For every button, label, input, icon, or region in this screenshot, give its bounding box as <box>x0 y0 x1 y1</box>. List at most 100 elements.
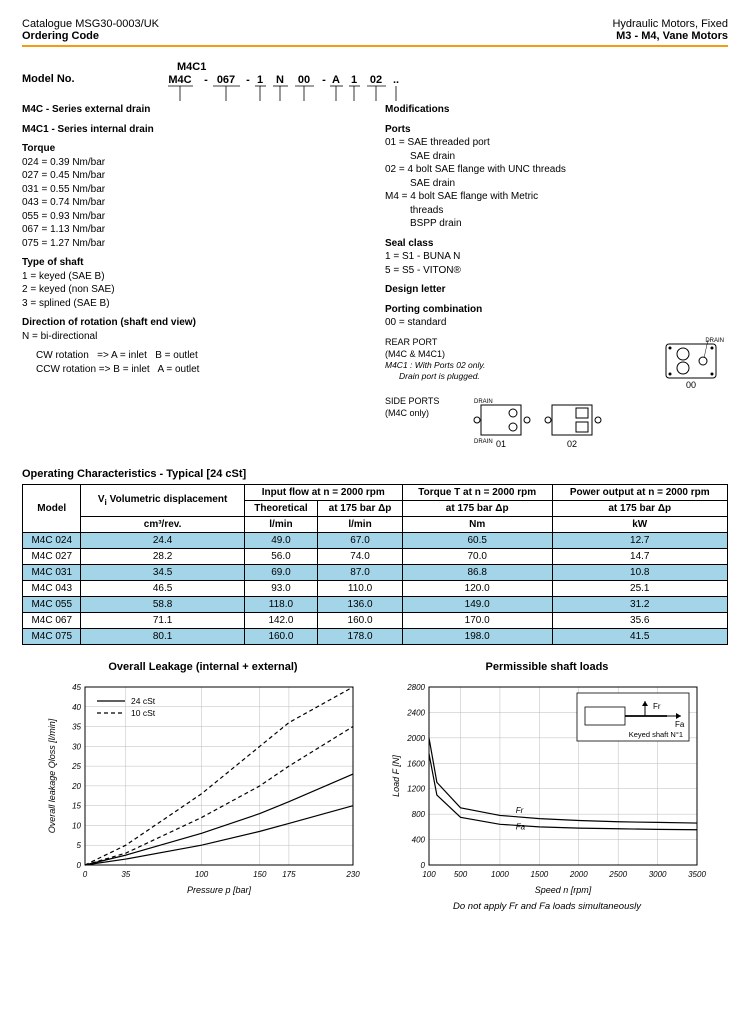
svg-text:3500: 3500 <box>688 870 706 879</box>
svg-text:1600: 1600 <box>407 759 425 768</box>
svg-text:Fr: Fr <box>653 702 661 711</box>
charts-row: Overall Leakage (internal + external) 03… <box>22 661 728 912</box>
svg-text:2000: 2000 <box>569 870 588 879</box>
svg-text:400: 400 <box>412 835 426 844</box>
svg-text:Fa: Fa <box>516 822 526 831</box>
series-int: M4C1 - Series internal drain <box>22 124 154 135</box>
svg-text:..: .. <box>393 74 399 86</box>
table-row: M4C 06771.1142.0160.0170.035.6 <box>23 612 728 628</box>
u-nm: Nm <box>402 516 552 532</box>
catalogue-ref: Catalogue MSG30-0003/UK <box>22 18 159 30</box>
ordering-title: Ordering Code <box>22 30 159 42</box>
svg-text:00: 00 <box>298 74 310 86</box>
svg-text:35: 35 <box>72 722 81 731</box>
svg-text:2500: 2500 <box>608 870 627 879</box>
svg-text:02: 02 <box>370 74 382 86</box>
th-theo: Theoretical <box>244 500 318 516</box>
header-right-1: Hydraulic Motors, Fixed <box>612 18 728 30</box>
side-sub: (M4C only) <box>385 407 465 419</box>
svg-text:N: N <box>276 74 284 86</box>
th-175-3: at 175 bar Δp <box>552 500 727 516</box>
svg-text:0: 0 <box>421 861 426 870</box>
shaft-2: 3 = splined (SAE B) <box>22 297 365 311</box>
svg-text:45: 45 <box>72 683 81 692</box>
table-row: M4C 07580.1160.0178.0198.041.5 <box>23 628 728 644</box>
side-h: SIDE PORTS <box>385 395 465 407</box>
svg-text:2800: 2800 <box>406 683 425 692</box>
ccw: CCW rotation => B = inlet A = outlet <box>36 363 365 377</box>
svg-text:00: 00 <box>686 380 696 390</box>
header-right: Hydraulic Motors, Fixed M3 - M4, Vane Mo… <box>612 18 728 42</box>
shaft-0: 1 = keyed (SAE B) <box>22 270 365 284</box>
table-title: Operating Characteristics - Typical [24 … <box>22 468 728 480</box>
rear-n2: Drain port is plugged. <box>385 371 648 382</box>
svg-text:30: 30 <box>72 742 81 751</box>
svg-text:0: 0 <box>77 861 82 870</box>
table-row: M4C 05558.8118.0136.0149.031.2 <box>23 596 728 612</box>
seal-0: 1 = S1 - BUNA N <box>385 250 728 264</box>
svg-text:10: 10 <box>72 821 81 830</box>
svg-text:Fr: Fr <box>516 805 524 814</box>
divider <box>22 45 728 47</box>
svg-text:1200: 1200 <box>407 784 425 793</box>
svg-text:02: 02 <box>567 439 577 449</box>
page-header: Catalogue MSG30-0003/UK Ordering Code Hy… <box>22 18 728 42</box>
rear-n1: M4C1 : With Ports 02 only. <box>385 360 648 371</box>
torque-6: 075 = 1.27 Nm/bar <box>22 237 365 251</box>
svg-text:100: 100 <box>422 870 436 879</box>
rot: N = bi-directional <box>22 330 365 344</box>
port-02-icon: 02 <box>542 395 607 450</box>
u-kw: kW <box>552 516 727 532</box>
ports-6: BSPP drain <box>385 217 728 231</box>
torque-0: 024 = 0.39 Nm/bar <box>22 156 365 170</box>
svg-text:25: 25 <box>71 762 81 771</box>
rear-sub: (M4C & M4C1) <box>385 348 648 360</box>
chart-leakage: Overall Leakage (internal + external) 03… <box>43 661 363 912</box>
svg-text:3000: 3000 <box>649 870 667 879</box>
svg-text:800: 800 <box>412 810 426 819</box>
left-column: M4C - Series external drain M4C1 - Serie… <box>22 103 365 450</box>
svg-text:1000: 1000 <box>491 870 509 879</box>
svg-text:150: 150 <box>253 870 267 879</box>
torque-2: 031 = 0.55 Nm/bar <box>22 183 365 197</box>
svg-text:1: 1 <box>351 74 357 86</box>
chart2-title: Permissible shaft loads <box>387 661 707 673</box>
svg-text:01: 01 <box>496 439 506 449</box>
shaft-h: Type of shaft <box>22 256 365 270</box>
svg-text:DRAIN: DRAIN <box>705 338 724 344</box>
characteristics-table: Model Vi Volumetric displacement Input f… <box>22 484 728 645</box>
svg-text:067: 067 <box>217 74 235 86</box>
svg-text:DRAIN: DRAIN <box>474 399 493 405</box>
ports-3: SAE drain <box>385 177 728 191</box>
seal-1: 5 = S5 - VITON® <box>385 264 728 278</box>
svg-text:Keyed shaft N°1: Keyed shaft N°1 <box>629 730 683 739</box>
torque-h: Torque <box>22 142 365 156</box>
ports-4: M4 = 4 bolt SAE flange with Metric <box>385 190 728 204</box>
u-lmin-2: l/min <box>318 516 403 532</box>
header-left: Catalogue MSG30-0003/UK Ordering Code <box>22 18 159 42</box>
port-00-icon: DRAIN 00 <box>658 336 728 391</box>
svg-text:Fa: Fa <box>675 720 685 729</box>
ordering-code-section: M4C1 Model No. M4C - 067 - 1 N 00 - A 1 … <box>22 61 728 450</box>
ports-5: threads <box>385 204 728 218</box>
svg-text:20: 20 <box>71 781 81 790</box>
svg-text:M4C: M4C <box>168 74 191 86</box>
svg-text:40: 40 <box>72 702 81 711</box>
table-row: M4C 03134.569.087.086.810.8 <box>23 564 728 580</box>
svg-text:Overall leakage Qloss [l/min]: Overall leakage Qloss [l/min] <box>47 718 57 833</box>
header-right-2: M3 - M4, Vane Motors <box>612 30 728 42</box>
porting-h: Porting combination <box>385 303 728 317</box>
chart1-svg: 035100150175230051015202530354045Pressur… <box>43 677 363 897</box>
shaft-1: 2 = keyed (non SAE) <box>22 283 365 297</box>
svg-text:-: - <box>246 74 250 86</box>
cw: CW rotation => A = inlet B = outlet <box>36 349 365 363</box>
svg-text:1500: 1500 <box>530 870 548 879</box>
svg-text:DRAIN: DRAIN <box>474 439 493 445</box>
design-h: Design letter <box>385 283 728 297</box>
th-flow: Input flow at n = 2000 rpm <box>244 484 402 500</box>
torque-5: 067 = 1.13 Nm/bar <box>22 223 365 237</box>
svg-text:24 cSt: 24 cSt <box>131 696 156 706</box>
chart2-note: Do not apply Fr and Fa loads simultaneou… <box>387 901 707 912</box>
u-cm3: cm³/rev. <box>81 516 244 532</box>
svg-text:Load F [N]: Load F [N] <box>391 754 401 796</box>
